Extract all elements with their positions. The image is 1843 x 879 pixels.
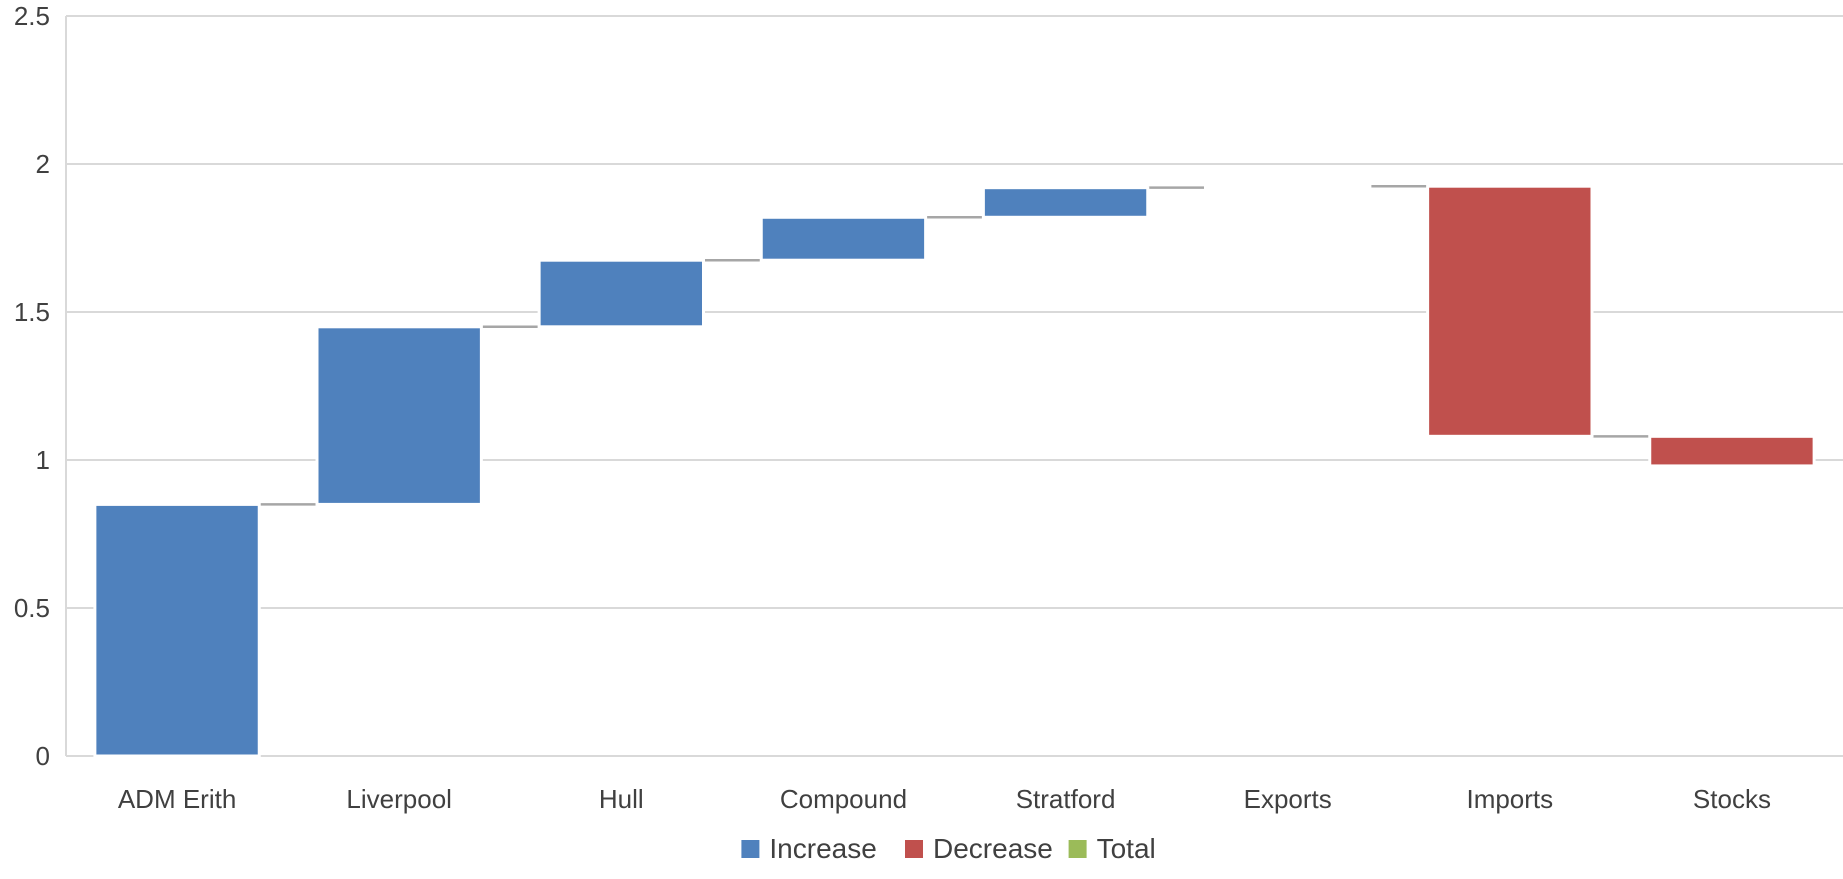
y-tick-label: 0: [36, 741, 50, 771]
bar-liverpool: [315, 325, 483, 506]
legend: Increase Decrease Total: [741, 833, 1156, 864]
y-axis-ticks: 0 0.5 1 1.5 2 2.5: [14, 1, 50, 771]
bar-imports: [1426, 184, 1594, 438]
legend-swatch-total: [1068, 840, 1087, 858]
x-tick-label: ADM Erith: [118, 784, 236, 814]
legend-swatch-decrease: [905, 840, 923, 858]
legend-label-total: Total: [1097, 833, 1156, 864]
x-tick-label: Exports: [1244, 784, 1332, 814]
legend-label-decrease: Decrease: [933, 833, 1053, 864]
bars: [93, 184, 1816, 758]
bar-stratford: [981, 186, 1150, 219]
connector-lines: [259, 184, 1650, 506]
bar-exports: [1204, 184, 1372, 190]
bar-hull: [537, 258, 705, 329]
x-tick-label: Imports: [1466, 784, 1553, 814]
y-tick-label: 1: [36, 445, 50, 475]
x-tick-label: Hull: [599, 784, 644, 814]
legend-swatch-increase: [741, 840, 760, 858]
bar-adm-erith: [93, 502, 261, 758]
y-tick-label: 2.5: [14, 1, 50, 31]
x-tick-label: Stratford: [1016, 784, 1116, 814]
legend-label-increase: Increase: [769, 833, 876, 864]
x-tick-label: Compound: [780, 784, 907, 814]
bar-stocks: [1648, 434, 1816, 468]
y-tick-label: 2: [36, 149, 50, 179]
y-tick-label: 1.5: [14, 297, 50, 327]
x-axis-ticks: ADM Erith Liverpool Hull Compound Stratford E…: [118, 784, 1771, 814]
y-tick-label: 0.5: [14, 593, 50, 623]
x-tick-label: Liverpool: [346, 784, 452, 814]
bar-compound: [759, 215, 928, 262]
x-tick-label: Stocks: [1693, 784, 1771, 814]
